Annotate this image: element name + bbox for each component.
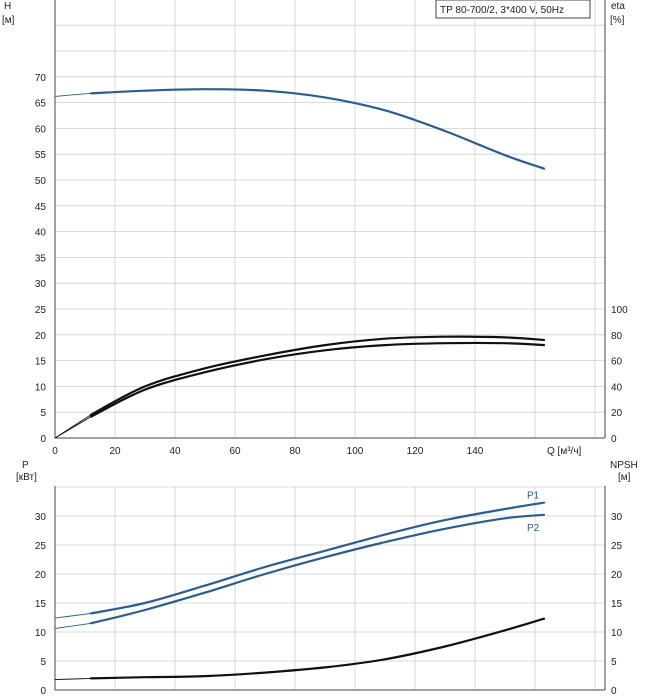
bottom-ylabel-left: P: [22, 460, 29, 471]
top-ylabel-right-unit: [%]: [610, 15, 625, 26]
top-series-2-extension: [54, 416, 92, 439]
top-x-tick: 20: [109, 446, 121, 457]
title-box-text: TP 80-700/2, 3*400 V, 50Hz: [440, 5, 564, 16]
top-y-tick-left: 15: [35, 357, 47, 368]
bottom-y-tick-right: 10: [611, 628, 623, 639]
top-y-tick-right: 20: [611, 408, 623, 419]
top-x-tick: 60: [229, 446, 241, 457]
top-y-tick-left: 0: [40, 434, 46, 445]
top-x-tick: 140: [467, 446, 484, 457]
top-ticks: 0 5 10 15 20 25 30 35 40 45 50 55 60 65 70 0 20 40 60 80 100…: [35, 73, 628, 457]
top-series-0-line: [89, 88, 546, 170]
top-xlabel: Q [м³/ч]: [547, 446, 582, 457]
top-y-tick-left: 5: [40, 408, 46, 419]
bottom-y-tick-left: 15: [35, 599, 47, 610]
top-series-0-extension: [54, 92, 92, 97]
top-grid: [54, 0, 606, 439]
top-y-tick-left: 40: [35, 228, 47, 239]
top-y-tick-left: 45: [35, 202, 47, 213]
top-y-tick-left: 10: [35, 382, 47, 393]
bottom-y-tick-right: 25: [611, 541, 623, 552]
bottom-y-tick-left: 20: [35, 570, 47, 581]
bottom-y-tick-left: 25: [35, 541, 47, 552]
top-y-tick-right: 60: [611, 357, 623, 368]
series-label-p2: P2: [527, 523, 540, 534]
top-y-tick-left: 55: [35, 150, 47, 161]
top-series-2-line: [89, 341, 546, 418]
top-y-tick-right: 40: [611, 382, 623, 393]
bottom-y-tick-left: 0: [40, 686, 46, 697]
top-x-tick: 80: [289, 446, 301, 457]
bottom-ylabel-right: NPSH: [610, 460, 638, 471]
top-y-tick-left: 65: [35, 99, 47, 110]
top-y-tick-left: 50: [35, 176, 47, 187]
top-y-tick-right: 0: [611, 434, 617, 445]
bottom-series-0-line: [89, 501, 546, 615]
bottom-curves: [54, 501, 546, 681]
top-y-tick-left: 60: [35, 124, 47, 135]
bottom-ylabel-right-unit: [м]: [618, 472, 631, 483]
top-y-tick-left: 30: [35, 279, 47, 290]
bottom-y-tick-left: 10: [35, 628, 47, 639]
top-y-tick-left: 35: [35, 253, 47, 264]
bottom-series-0-extension: [54, 612, 92, 619]
title-box: [435, 0, 591, 19]
top-x-tick: 120: [407, 446, 424, 457]
top-ylabel-left: H: [4, 1, 11, 12]
top-y-tick-left: 20: [35, 331, 47, 342]
bottom-y-tick-right: 5: [611, 657, 617, 668]
bottom-ticks: 0 5 10 15 20 25 30 0 5 10 15 20 25 30: [35, 512, 623, 697]
top-series-1-line: [89, 335, 546, 416]
top-y-tick-right: 80: [611, 331, 623, 342]
top-x-tick: 0: [52, 446, 58, 457]
series-labels: P1 P2: [527, 491, 540, 534]
bottom-y-tick-right: 15: [611, 599, 623, 610]
top-curves: [54, 88, 546, 439]
bottom-series-1-extension: [54, 622, 92, 629]
bottom-series-1-line: [89, 513, 546, 625]
top-y-tick-left: 70: [35, 73, 47, 84]
top-x-tick: 40: [169, 446, 181, 457]
top-y-tick-right: 100: [611, 305, 628, 316]
bottom-series-2-line: [89, 617, 546, 680]
bottom-y-tick-left: 30: [35, 512, 47, 523]
top-ylabel-right: eta: [611, 1, 625, 12]
bottom-y-tick-left: 5: [40, 657, 46, 668]
bottom-y-tick-right: 20: [611, 570, 623, 581]
bottom-ylabel-left-unit: [кВт]: [16, 472, 37, 483]
top-ylabel-left-unit: [м]: [2, 15, 15, 26]
bottom-y-tick-right: 30: [611, 512, 623, 523]
series-label-p1: P1: [527, 491, 540, 502]
bottom-series-2-extension: [54, 677, 92, 681]
bottom-y-tick-right: 0: [611, 686, 617, 697]
top-x-tick: 100: [347, 446, 364, 457]
top-y-tick-left: 25: [35, 305, 47, 316]
